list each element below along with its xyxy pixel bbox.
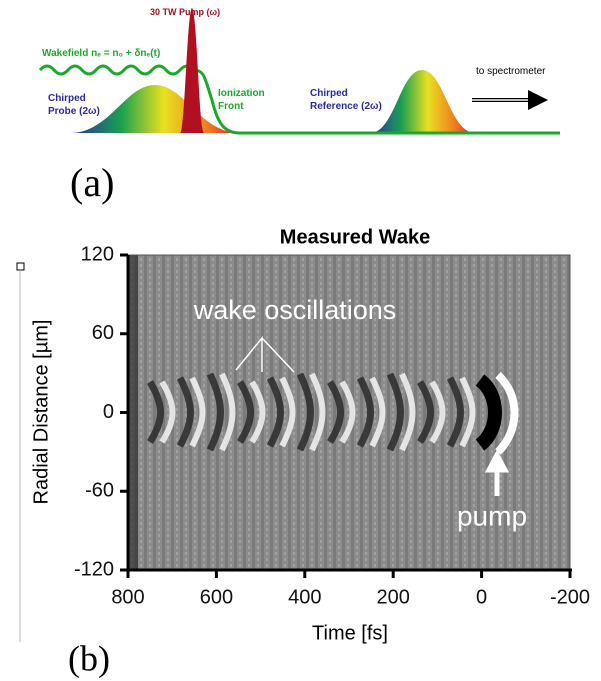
y-tick-label: 120 [81, 243, 114, 265]
x-tick-label: 0 [476, 586, 487, 608]
y-tick-label: -60 [85, 480, 114, 502]
probe-label: Probe (2ω) [48, 106, 100, 117]
fringe-bright [279, 376, 296, 448]
pump-label: 30 TW Pump (ω) [150, 7, 220, 17]
panel-label: (b) [68, 638, 110, 678]
wake-image [128, 255, 570, 570]
fringe-dark [446, 376, 464, 448]
reference-pulse [370, 70, 475, 133]
reference-label: Reference (2ω) [310, 101, 382, 112]
wakefield-label: Wakefield nₑ = n₀ + δnₑ(t) [42, 48, 160, 59]
fringe-bright [459, 376, 476, 448]
panel-a: 30 TW Pump (ω) Wakefield nₑ = n₀ + δnₑ(t… [38, 7, 560, 205]
fringe-bright [249, 380, 266, 444]
pump-arrow [484, 449, 510, 496]
fringe-bright [339, 380, 356, 444]
fringe-bright [189, 376, 206, 448]
fringe-dark [296, 372, 314, 452]
ionization-label: Ionization [218, 88, 265, 99]
wake-fringes [146, 372, 476, 452]
arrow-head [528, 90, 548, 110]
fringe-dark [236, 380, 254, 444]
fringe-bright [369, 376, 386, 448]
reference-label: Chirped [310, 88, 348, 99]
x-axis-label: Time [fs] [312, 622, 388, 644]
corner-mark [16, 262, 25, 271]
y-axis-label: Radial Distance [µm] [30, 320, 52, 505]
fringe-bright [429, 380, 446, 444]
pump-dark [475, 374, 502, 451]
fringe-dark [206, 372, 224, 452]
x-tick-label: -200 [550, 586, 590, 608]
fringe-dark [326, 380, 344, 444]
fringe-dark [416, 380, 434, 444]
fringe-dark [356, 376, 374, 448]
fringe-bright [309, 372, 326, 452]
fringe-bright [159, 380, 176, 444]
fringe-dark [266, 376, 284, 448]
y-tick-label: 0 [103, 401, 114, 423]
x-tick-label: 200 [377, 586, 410, 608]
fringe-dark [386, 372, 404, 452]
fringe-bright [219, 372, 236, 452]
pump-bright [495, 372, 519, 455]
pump-pulse [180, 8, 204, 133]
ionization-label: Front [218, 101, 244, 112]
y-tick-label: 60 [92, 322, 114, 344]
image-edge [128, 255, 138, 570]
fringe-bright [399, 372, 416, 452]
annotation-arrows [235, 335, 295, 373]
x-tick-label: 800 [111, 586, 144, 608]
annotation: pump [457, 500, 527, 531]
spectrometer-label: to spectrometer [476, 66, 546, 77]
fringe-dark [176, 376, 194, 448]
chart-title: Measured Wake [280, 226, 430, 248]
x-tick-label: 400 [288, 586, 321, 608]
y-tick-label: -120 [74, 558, 114, 580]
annotation: wake oscillations [193, 295, 397, 325]
panel-label: (a) [70, 160, 114, 205]
fringe-dark [146, 380, 164, 444]
probe-label: Chirped [48, 93, 86, 104]
x-tick-label: 600 [200, 586, 233, 608]
